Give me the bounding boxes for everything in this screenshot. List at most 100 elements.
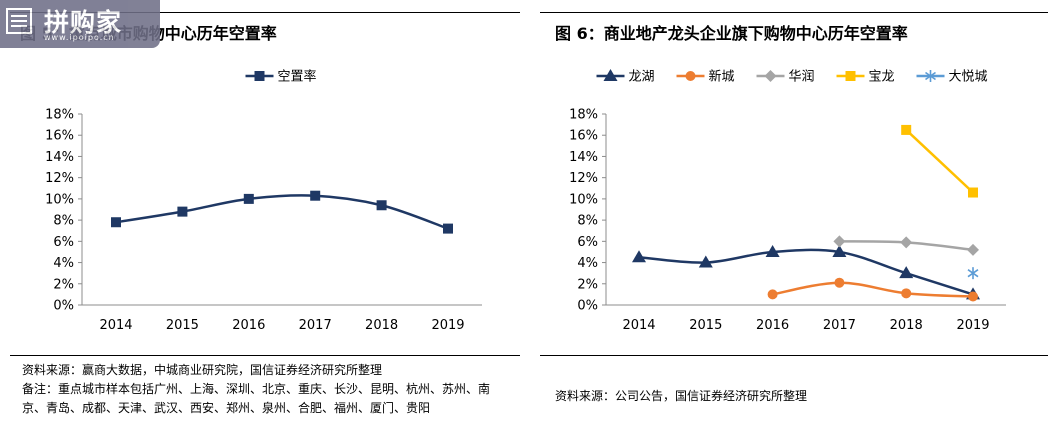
y-tick-label: 6% bbox=[53, 235, 74, 250]
legend-label: 华润 bbox=[789, 70, 815, 85]
y-tick-label: 18% bbox=[569, 108, 598, 123]
y-tick-label: 8% bbox=[577, 214, 598, 229]
data-point bbox=[111, 217, 121, 228]
y-tick-label: 10% bbox=[569, 192, 598, 207]
series-line bbox=[772, 281, 974, 298]
logo-mark-icon bbox=[6, 8, 32, 34]
data-point bbox=[632, 250, 646, 263]
bottom-rule bbox=[540, 355, 1048, 356]
data-point bbox=[832, 244, 847, 257]
logo-name: 拼购家 bbox=[44, 8, 123, 37]
axes bbox=[602, 113, 1006, 306]
watermark-logo: 拼购家 www.ipoipo.cn bbox=[0, 0, 160, 48]
right-figure: 图 6：商业地产龙头企业旗下购物中心历年空置率 0% 2% 4% 6% 8% 10% 12%… bbox=[540, 0, 1058, 437]
series-line bbox=[638, 248, 974, 296]
y-tick-labels: 0% 2% 4% 6% 8% 10% 12% 14% 16% 18% bbox=[569, 108, 598, 314]
legend-label: 新城 bbox=[709, 69, 735, 85]
x-tick-label: 2018 bbox=[365, 318, 398, 333]
vacancy-line-chart: 0%2%4%6%8%10%12%14%16%18%2014 2015 2016 201… bbox=[45, 69, 482, 333]
source-note: 资料来源：公司公告，国信证券经济研究所整理 bbox=[555, 387, 807, 406]
x-tick-label: 2017 bbox=[823, 318, 856, 333]
y-tick-label: 0% bbox=[53, 299, 74, 314]
legend-item: 新城 bbox=[676, 69, 735, 85]
legend-item: 华润 bbox=[756, 70, 815, 85]
data-point bbox=[376, 200, 387, 211]
legend-item: 空置率 bbox=[245, 69, 317, 85]
y-tick-label: 6% bbox=[577, 235, 598, 250]
y-tick-label: 4% bbox=[577, 256, 598, 271]
legend-swatch-marker bbox=[925, 70, 936, 82]
x-tick-labels: 2014 2015 2016 2017 2018 2019 bbox=[99, 318, 464, 333]
source-text: 资料来源：赢商大数据，中城商业研究院，国信证券经济研究所整理 bbox=[22, 363, 383, 377]
legend-label: 龙湖 bbox=[629, 70, 655, 85]
data-point bbox=[767, 289, 778, 300]
top-rule bbox=[540, 12, 1048, 13]
legend-item: 龙湖 bbox=[596, 69, 655, 85]
x-tick-label: 2015 bbox=[166, 318, 199, 333]
legend-item: 大悦城 bbox=[916, 70, 988, 85]
legend-label: 大悦城 bbox=[949, 70, 988, 85]
logo-url: www.ipoipo.cn bbox=[44, 33, 115, 42]
top-rule bbox=[10, 12, 520, 13]
data-point bbox=[443, 223, 453, 234]
data-point bbox=[967, 267, 979, 280]
y-tick-label: 2% bbox=[53, 277, 74, 292]
asterisk-stroke bbox=[967, 269, 979, 278]
y-tick-label: 14% bbox=[45, 150, 74, 165]
data-point bbox=[900, 236, 913, 249]
data-point bbox=[765, 244, 780, 257]
asterisk-stroke bbox=[925, 71, 936, 81]
y-tick-label: 14% bbox=[569, 150, 598, 165]
y-tick-label: 16% bbox=[45, 129, 74, 144]
figure-title: 图 6：商业地产龙头企业旗下购物中心历年空置率 bbox=[555, 24, 908, 43]
series bbox=[111, 190, 453, 234]
series bbox=[632, 244, 980, 300]
data-point bbox=[901, 124, 912, 135]
data-point bbox=[968, 291, 978, 302]
series bbox=[767, 277, 978, 302]
legend-swatch-marker bbox=[603, 69, 618, 81]
x-tick-label: 2016 bbox=[756, 318, 789, 333]
legend-item: 宝龙 bbox=[836, 70, 895, 85]
source-note: 资料来源：赢商大数据，中城商业研究院，国信证券经济研究所整理 备注：重点城市样本… bbox=[22, 361, 500, 418]
y-tick-label: 4% bbox=[53, 256, 74, 271]
y-tick-label: 12% bbox=[45, 171, 74, 186]
axes bbox=[78, 113, 482, 306]
x-tick-label: 2019 bbox=[956, 318, 989, 333]
x-tick-label: 2014 bbox=[99, 318, 132, 333]
x-tick-label: 2016 bbox=[232, 318, 265, 333]
data-point bbox=[968, 187, 978, 198]
data-point bbox=[833, 235, 846, 248]
legend-swatch-marker bbox=[254, 71, 265, 81]
series bbox=[833, 235, 979, 256]
x-tick-label: 2014 bbox=[622, 318, 655, 333]
x-tick-label: 2018 bbox=[890, 318, 923, 333]
legend: 空置率 bbox=[245, 69, 317, 85]
x-tick-label: 2015 bbox=[689, 318, 722, 333]
remark-text: 备注：重点城市样本包括广州、上海、深圳、北京、重庆、长沙、昆明、杭州、苏州、南京… bbox=[22, 382, 491, 415]
y-tick-label: 2% bbox=[577, 277, 598, 292]
y-tick-label: 12% bbox=[569, 171, 598, 186]
data-point bbox=[243, 193, 254, 204]
y-tick-labels: 0% 2% 4% 6% 8% 10% 12% 14% 16% 18% bbox=[45, 108, 74, 314]
series bbox=[901, 124, 978, 198]
y-tick-label: 10% bbox=[45, 192, 74, 207]
data-point bbox=[967, 243, 979, 256]
data-point bbox=[834, 277, 845, 288]
legend: 龙湖 新城 华润 宝龙 大悦城 bbox=[596, 69, 988, 85]
x-tick-label: 2019 bbox=[431, 318, 464, 333]
left-figure: 图 5：重点城市购物中心历年空置率 0%2%4%6%8%10%12%14%16%… bbox=[0, 0, 525, 437]
legend-swatch-marker bbox=[845, 71, 856, 81]
x-tick-labels: 2014 2015 2016 2017 2018 2019 bbox=[622, 318, 989, 333]
y-tick-label: 16% bbox=[569, 129, 598, 144]
y-tick-label: 18% bbox=[45, 108, 74, 123]
y-tick-label: 8% bbox=[53, 214, 74, 229]
x-tick-label: 2017 bbox=[299, 318, 332, 333]
data-point bbox=[177, 206, 188, 217]
legend-swatch-marker bbox=[685, 71, 696, 81]
bottom-rule bbox=[10, 355, 520, 356]
y-tick-label: 0% bbox=[577, 299, 598, 314]
legend-label: 宝龙 bbox=[869, 70, 895, 85]
legend-label: 空置率 bbox=[278, 69, 317, 85]
developer-vacancy-line-chart: 0%2%4%6%8%10%12%14%16%18%2014 2015 2016 201… bbox=[569, 69, 1006, 333]
